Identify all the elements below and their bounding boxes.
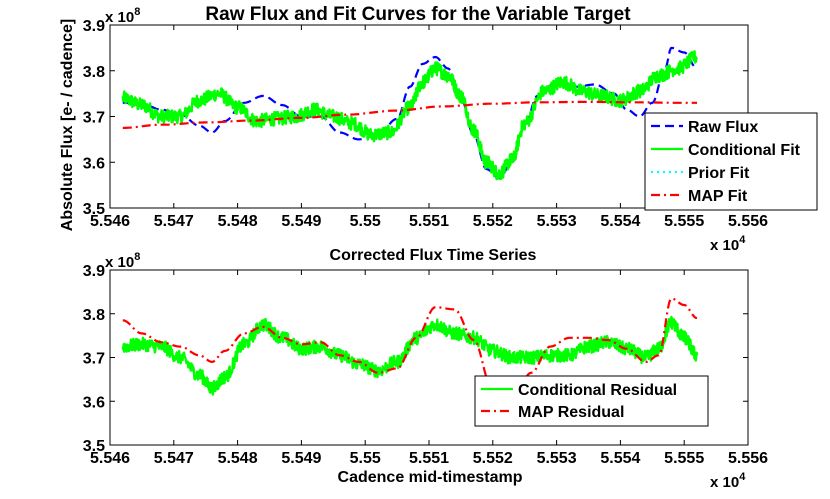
x-tick-label: 5.549 bbox=[281, 213, 321, 230]
series-line-raw-flux bbox=[122, 46, 698, 180]
x-tick-label: 5.554 bbox=[600, 213, 640, 230]
legend: Raw Flux Conditional Fit Prior Fit MAP Fit bbox=[644, 112, 818, 211]
x-exponent-label: x 104 bbox=[710, 234, 746, 254]
legend-entry: Raw Flux bbox=[688, 119, 758, 136]
x-tick-label: 5.548 bbox=[218, 450, 258, 467]
x-tick-label: 5.55 bbox=[350, 213, 381, 230]
panel-1: 5.546 5.547 5.548 5.549 5.55 5.551 5.552 5.553 5… bbox=[59, 4, 818, 254]
series-line-map-residual bbox=[122, 297, 698, 403]
y-tick-label: 3.7 bbox=[83, 351, 105, 368]
chart-title: Corrected Flux Time Series bbox=[330, 247, 537, 264]
x-tick-label: 5.556 bbox=[728, 450, 768, 467]
legend-box bbox=[644, 112, 818, 211]
y-tick-label: 3.9 bbox=[83, 18, 105, 35]
x-exponent-power: 4 bbox=[739, 471, 746, 483]
legend-entry: Conditional Residual bbox=[518, 382, 677, 399]
x-tick-label: 5.552 bbox=[473, 450, 513, 467]
series-line-conditional-residual bbox=[121, 315, 699, 396]
x-tick-label: 5.547 bbox=[154, 213, 194, 230]
y-tick-label: 3.5 bbox=[83, 438, 105, 455]
y-exponent-label: x 108 bbox=[105, 6, 140, 26]
y-exponent-base: x 10 bbox=[105, 9, 134, 26]
series-line-conditional-fit bbox=[121, 50, 698, 181]
x-exponent-base: x 10 bbox=[710, 474, 739, 491]
legend-box bbox=[474, 375, 709, 427]
y-axis-label: Absolute Flux [e- / cadence] bbox=[59, 19, 76, 231]
y-tick-label: 3.6 bbox=[83, 155, 105, 172]
x-tick-label: 5.546 bbox=[90, 450, 130, 467]
legend: Conditional Residual MAP Residual bbox=[474, 375, 709, 427]
x-exponent-label: x 104 bbox=[710, 471, 746, 491]
y-tick-label: 3.5 bbox=[83, 201, 105, 218]
x-tick-label: 5.546 bbox=[90, 213, 130, 230]
legend-entry: Prior Fit bbox=[688, 165, 750, 182]
x-axis-label: Cadence mid-timestamp bbox=[338, 469, 523, 486]
chart-title: Raw Flux and Fit Curves for the Variable… bbox=[205, 4, 631, 25]
x-tick-label: 5.552 bbox=[473, 213, 513, 230]
y-tick-label: 3.7 bbox=[83, 110, 105, 127]
x-tick-label: 5.554 bbox=[600, 450, 640, 467]
x-exponent-power: 4 bbox=[739, 234, 746, 246]
legend-entry: Conditional Fit bbox=[688, 142, 801, 159]
x-tick-label: 5.553 bbox=[537, 450, 577, 467]
legend-entry: MAP Fit bbox=[688, 188, 748, 205]
y-exponent-power: 8 bbox=[134, 6, 140, 18]
y-exponent-label: x 108 bbox=[105, 251, 140, 271]
x-tick-label: 5.555 bbox=[664, 213, 704, 230]
x-tick-label: 5.556 bbox=[728, 213, 768, 230]
x-tick-label: 5.55 bbox=[350, 450, 381, 467]
y-tick-label: 3.6 bbox=[83, 394, 105, 411]
x-tick-label: 5.551 bbox=[409, 213, 449, 230]
x-tick-label: 5.553 bbox=[537, 213, 577, 230]
x-tick-label: 5.549 bbox=[281, 450, 321, 467]
legend-entry: MAP Residual bbox=[518, 404, 624, 421]
x-tick-label: 5.548 bbox=[218, 213, 258, 230]
y-tick-label: 3.9 bbox=[83, 263, 105, 280]
y-tick-label: 3.8 bbox=[83, 307, 105, 324]
y-tick-label: 3.8 bbox=[83, 64, 105, 81]
series-line-map-fit bbox=[122, 100, 697, 129]
y-exponent-base: x 10 bbox=[105, 254, 134, 271]
x-tick-label: 5.555 bbox=[664, 450, 704, 467]
x-tick-label: 5.547 bbox=[154, 450, 194, 467]
x-tick-label: 5.551 bbox=[409, 450, 449, 467]
x-exponent-base: x 10 bbox=[710, 237, 739, 254]
panel-2: 5.546 5.547 5.548 5.549 5.55 5.551 5.552 5.553 5… bbox=[83, 247, 768, 491]
y-exponent-power: 8 bbox=[134, 251, 140, 263]
plot-area bbox=[109, 24, 749, 209]
